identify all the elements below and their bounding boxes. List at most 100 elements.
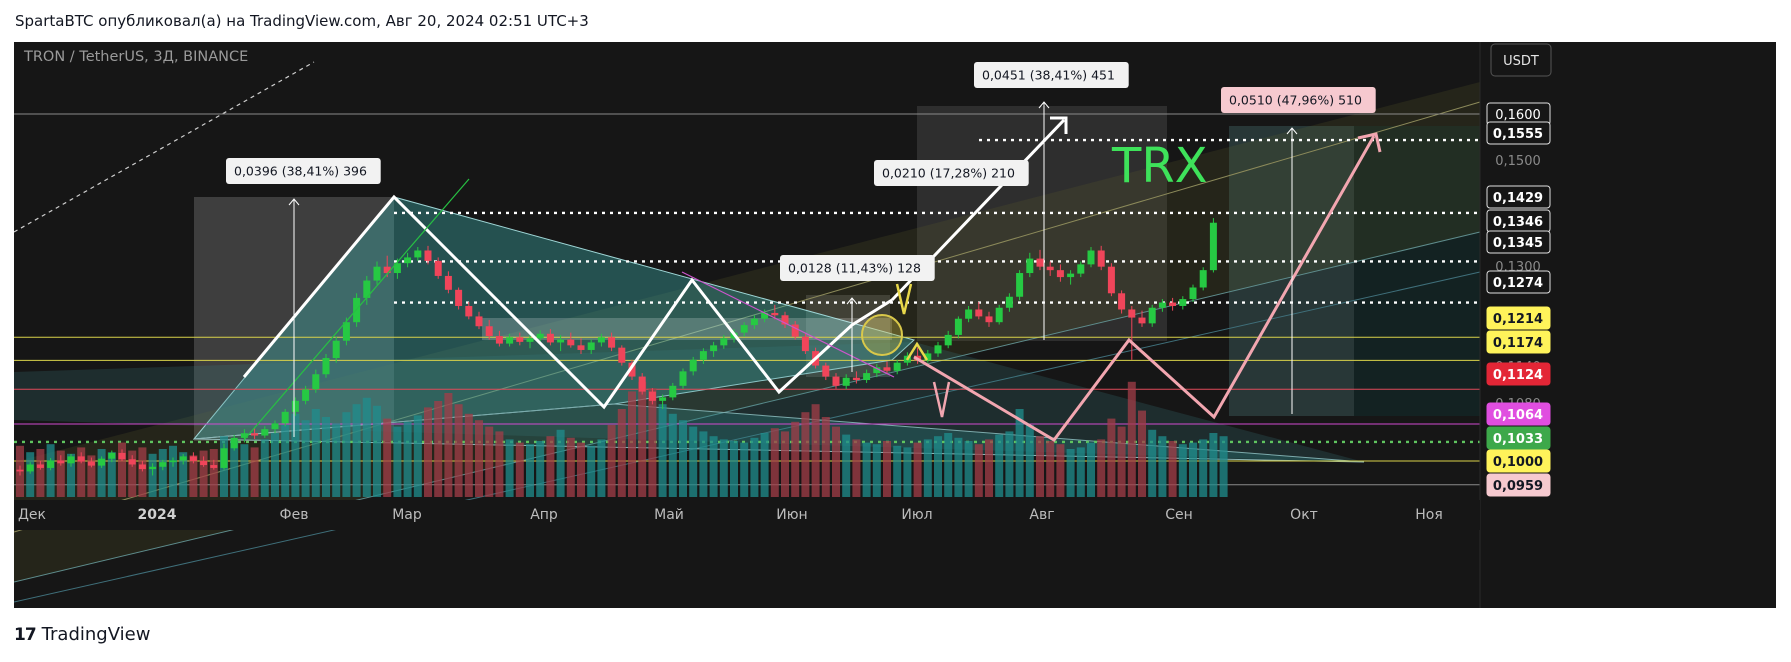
candle-body bbox=[393, 263, 401, 274]
candle-body bbox=[710, 345, 718, 352]
volume-bar bbox=[464, 413, 473, 497]
price-label: 0,1429 bbox=[1493, 191, 1543, 206]
price-label: 0,1274 bbox=[1493, 276, 1543, 291]
volume-bar bbox=[556, 429, 565, 497]
volume-bar bbox=[587, 445, 596, 497]
candle-body bbox=[832, 376, 840, 386]
candle-body bbox=[373, 266, 381, 281]
volume-bar bbox=[128, 450, 137, 497]
measure-arrow-head-1 bbox=[1038, 101, 1050, 109]
volume-bar bbox=[954, 437, 963, 497]
volume-bar bbox=[179, 452, 188, 497]
candle-body bbox=[689, 359, 697, 372]
volume-bar bbox=[1127, 381, 1136, 497]
candle-body bbox=[475, 316, 483, 327]
candle-body bbox=[648, 391, 656, 401]
candle-body bbox=[965, 309, 973, 319]
candle-body bbox=[995, 307, 1003, 323]
volume-bar bbox=[566, 437, 575, 497]
volume-bar bbox=[770, 428, 779, 497]
currency-button[interactable] bbox=[1490, 43, 1552, 77]
volume-bar bbox=[617, 409, 626, 497]
candle-body bbox=[506, 337, 514, 344]
volume-bar bbox=[719, 439, 728, 497]
currency-button-label: USDT bbox=[1503, 54, 1539, 69]
measure-label-box bbox=[974, 62, 1129, 88]
volume-bar bbox=[342, 412, 351, 497]
measure-arrow-head-3 bbox=[1286, 127, 1298, 135]
candle-body bbox=[1128, 309, 1136, 318]
candle-body bbox=[77, 456, 85, 462]
price-chart[interactable]: 0,0396 (38,41%) 396 0,0451 (38,41%) 451 0,… bbox=[14, 42, 1776, 608]
candle-body bbox=[128, 459, 136, 465]
price-label-box bbox=[1486, 121, 1551, 145]
volume-bar bbox=[597, 439, 606, 497]
volume-bar bbox=[699, 431, 708, 497]
candle-body bbox=[638, 376, 646, 392]
volume-bar bbox=[424, 407, 432, 497]
x-tick-label: Авг bbox=[1029, 507, 1054, 523]
candle-body bbox=[873, 367, 881, 374]
candle-body bbox=[36, 464, 44, 468]
candle-body bbox=[118, 452, 126, 460]
candle-body bbox=[291, 400, 299, 412]
volume-bar bbox=[291, 413, 300, 497]
candle-body bbox=[934, 345, 942, 354]
candle-body bbox=[954, 318, 962, 335]
candle-body bbox=[149, 466, 157, 470]
pink-forecast-line bbox=[913, 135, 1376, 442]
volume-bar bbox=[1036, 436, 1044, 497]
consolidation-zone bbox=[482, 318, 892, 340]
candle-body bbox=[1087, 250, 1095, 265]
volume-bar bbox=[689, 426, 698, 497]
x-tick-label: Фев bbox=[280, 507, 309, 523]
channel-line-3 bbox=[14, 271, 1481, 603]
x-tick-label: Июн bbox=[776, 507, 807, 523]
candle-body bbox=[1209, 222, 1217, 271]
volume-bar bbox=[118, 442, 126, 497]
volume-bar bbox=[974, 444, 983, 497]
volume-bar bbox=[1168, 441, 1177, 497]
x-tick-label: Май bbox=[654, 507, 684, 523]
triangle-pattern-2 bbox=[193, 403, 1365, 463]
volume-bar bbox=[1199, 439, 1208, 497]
volume-bar bbox=[515, 442, 524, 497]
candle-body bbox=[220, 448, 228, 468]
candle-body bbox=[1036, 258, 1044, 267]
volume-bar bbox=[260, 439, 269, 497]
candle-body bbox=[87, 461, 95, 466]
chart-frame[interactable]: 0,0396 (38,41%) 396 0,0451 (38,41%) 451 0,… bbox=[14, 42, 1776, 608]
candle-body bbox=[169, 460, 177, 463]
candle-body bbox=[414, 250, 422, 258]
symbol-line: TRON / TetherUS, 3Д, BINANCE bbox=[23, 49, 248, 65]
candle-body bbox=[791, 324, 799, 337]
price-label-box bbox=[1486, 473, 1551, 497]
candle-body bbox=[363, 280, 371, 298]
volume-bar bbox=[97, 449, 106, 497]
candle-body bbox=[1169, 302, 1177, 307]
pink-up-arrow bbox=[932, 381, 951, 418]
candle-body bbox=[485, 326, 493, 337]
volume-bar bbox=[240, 444, 249, 497]
breakout-circle-icon bbox=[861, 314, 903, 356]
magenta-trend-line bbox=[681, 271, 895, 378]
volume-bar bbox=[923, 439, 932, 497]
candle-body bbox=[159, 462, 167, 467]
price-label-box bbox=[1486, 362, 1551, 386]
volume-bar bbox=[1117, 426, 1126, 497]
candle-body bbox=[138, 464, 146, 470]
candle-body bbox=[842, 377, 850, 386]
candle-body bbox=[1005, 296, 1013, 308]
volume-bar bbox=[964, 441, 973, 497]
candle-body bbox=[1189, 287, 1197, 300]
volume-bar bbox=[138, 447, 147, 497]
price-label-box bbox=[1486, 230, 1551, 254]
volume-bar bbox=[332, 423, 341, 497]
candle-body bbox=[669, 385, 677, 398]
volume-bar bbox=[1056, 444, 1065, 497]
candle-body bbox=[557, 339, 565, 343]
candle-body bbox=[16, 469, 24, 472]
volume-bar bbox=[709, 436, 718, 497]
volume-bar bbox=[985, 439, 993, 497]
candle-body bbox=[189, 456, 197, 461]
